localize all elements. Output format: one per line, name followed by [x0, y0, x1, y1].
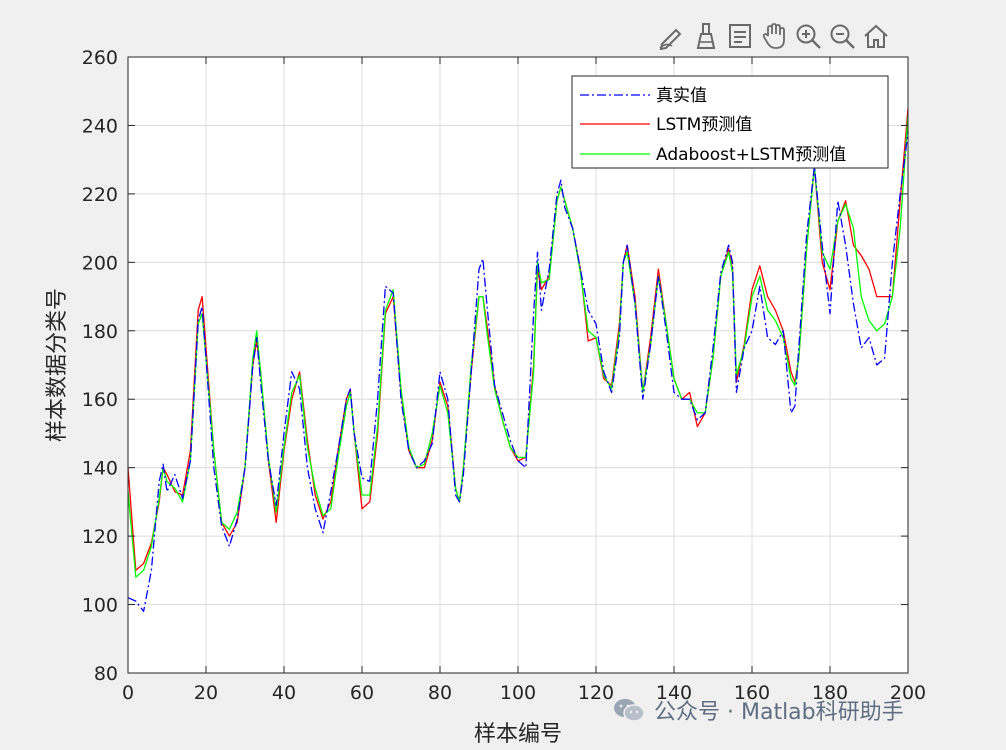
legend-label-lstm: LSTM预测值	[656, 115, 752, 135]
home-icon	[864, 24, 888, 48]
series-true-values-line	[127, 132, 909, 613]
brush-icon	[696, 23, 716, 49]
x-tick-label: 200	[890, 682, 926, 704]
y-axis-title: 样本数据分类号	[45, 288, 70, 442]
x-tick-label: 160	[734, 682, 770, 704]
data-tips-button[interactable]	[724, 18, 756, 54]
legend: 真实值 LSTM预测值 Adaboost+LSTM预测值	[571, 75, 889, 169]
ticks: 0 20 40 60 80 100 120 140 160 180 200 80 100 120 140 16…	[82, 47, 926, 704]
legend-label-adaboost: Adaboost+LSTM预测值	[656, 145, 846, 165]
zoom-in-button[interactable]	[792, 18, 824, 54]
zoom-out-button[interactable]	[826, 18, 858, 54]
y-tick-label: 220	[82, 184, 118, 206]
x-tick-label: 0	[122, 682, 134, 704]
legend-box	[571, 75, 889, 169]
y-tick-label: 120	[82, 526, 118, 548]
restore-view-button[interactable]	[860, 18, 892, 54]
x-axis-title: 样本编号	[474, 722, 562, 747]
x-tick-label: 40	[272, 682, 296, 704]
x-tick-label: 100	[500, 682, 536, 704]
pan-hand-icon	[762, 23, 785, 49]
y-tick-label: 160	[82, 389, 118, 411]
y-tick-label: 100	[82, 595, 118, 617]
y-tick-label: 200	[82, 252, 118, 274]
watermark-text: 公众号 · Matlab科研助手	[654, 700, 904, 725]
data-tips-icon	[729, 24, 751, 48]
axes-toolbar	[656, 16, 892, 56]
edit-plot-icon	[659, 28, 682, 50]
y-tick-label: 240	[82, 115, 118, 137]
edit-plot-button[interactable]	[656, 18, 688, 54]
zoom-in-icon	[796, 24, 821, 49]
pan-button[interactable]	[758, 18, 790, 54]
wechat-icon	[614, 699, 645, 722]
zoom-out-icon	[830, 24, 855, 49]
legend-label-true: 真实值	[656, 86, 707, 106]
y-tick-label: 140	[82, 458, 118, 480]
x-tick-label: 140	[656, 682, 692, 704]
watermark: 公众号 · Matlab科研助手	[612, 694, 904, 726]
series-layer	[127, 108, 909, 613]
x-tick-label: 60	[350, 682, 374, 704]
y-tick-label: 80	[94, 663, 118, 685]
brush-button[interactable]	[690, 18, 722, 54]
x-tick-label: 80	[428, 682, 452, 704]
x-tick-label: 120	[578, 682, 614, 704]
y-tick-label: 260	[82, 47, 118, 69]
x-tick-label: 180	[812, 682, 848, 704]
x-tick-label: 20	[194, 682, 218, 704]
y-tick-label: 180	[82, 321, 118, 343]
